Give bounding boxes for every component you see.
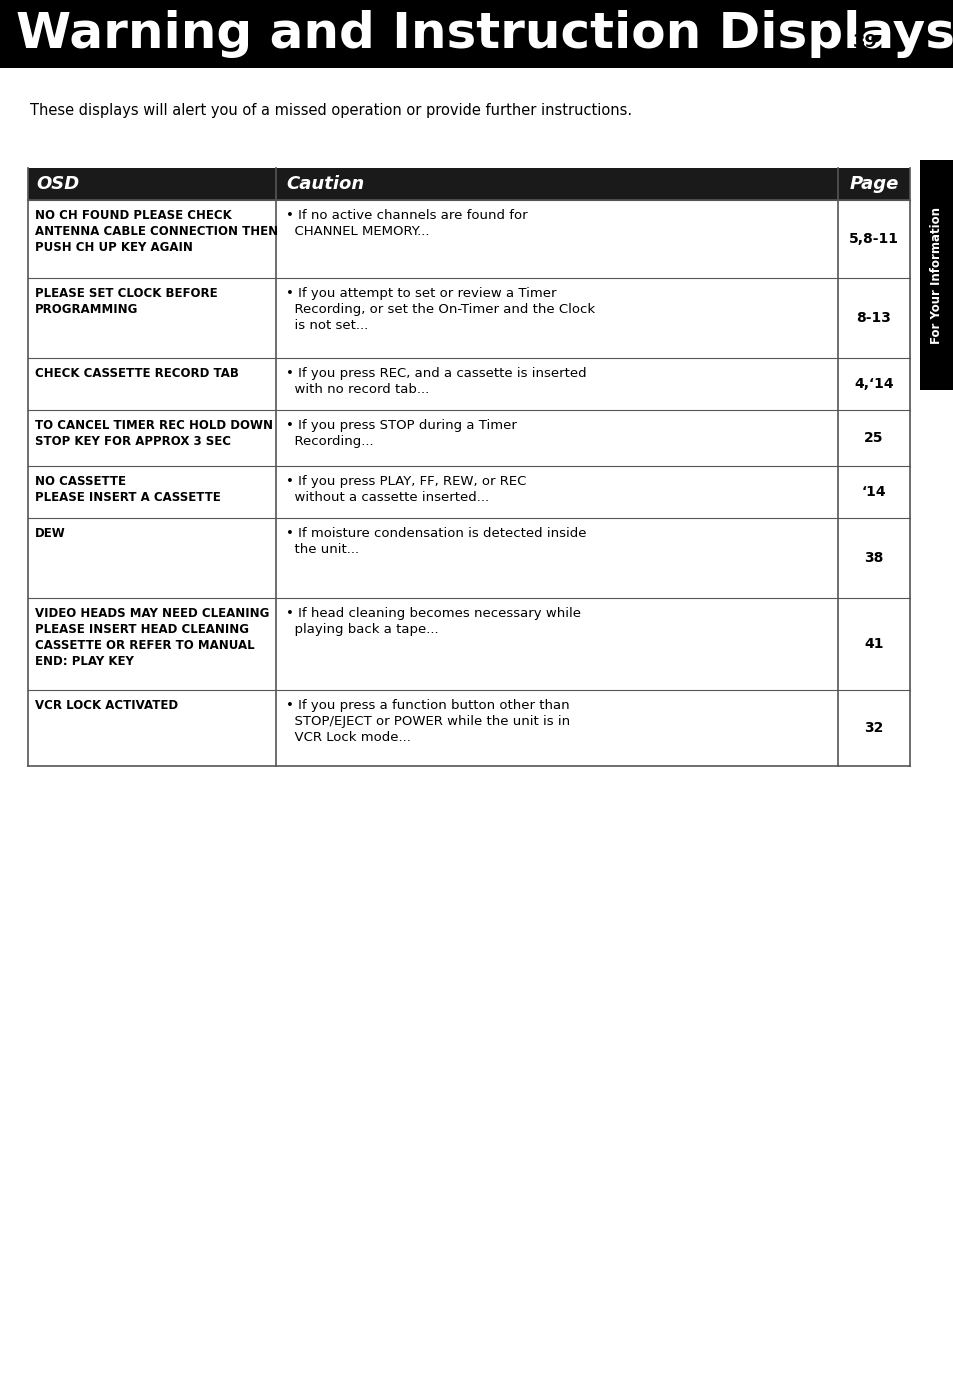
Text: • If no active channels are found for
  CHANNEL MEMORY...: • If no active channels are found for CH…: [286, 209, 527, 238]
Bar: [0, 0, 953, 68]
Text: 25: 25: [863, 431, 882, 445]
Text: • If you attempt to set or review a Timer
  Recording, or set the On-Timer and t: • If you attempt to set or review a Time…: [286, 288, 595, 332]
Text: 39: 39: [852, 33, 877, 51]
Text: For Your Information: For Your Information: [929, 206, 943, 343]
Text: DEW: DEW: [35, 527, 66, 539]
Text: • If you press PLAY, FF, REW, or REC
  without a cassette inserted...: • If you press PLAY, FF, REW, or REC wit…: [286, 474, 526, 503]
Text: Caution: Caution: [286, 176, 364, 194]
Text: ‘14: ‘14: [861, 485, 885, 499]
Text: These displays will alert you of a missed operation or provide further instructi: These displays will alert you of a misse…: [30, 102, 632, 118]
Text: • If you press STOP during a Timer
  Recording...: • If you press STOP during a Timer Recor…: [286, 419, 517, 448]
Bar: [28, 409, 909, 466]
Text: • If moisture condensation is detected inside
  the unit...: • If moisture condensation is detected i…: [286, 527, 586, 556]
Text: 8-13: 8-13: [856, 311, 890, 325]
Text: Warning and Instruction Displays: Warning and Instruction Displays: [16, 10, 953, 58]
Text: • If head cleaning becomes necessary while
  playing back a tape...: • If head cleaning becomes necessary whi…: [286, 607, 580, 636]
Text: CHECK CASSETTE RECORD TAB: CHECK CASSETTE RECORD TAB: [35, 366, 238, 380]
Text: VCR LOCK ACTIVATED: VCR LOCK ACTIVATED: [35, 698, 178, 712]
Bar: [28, 690, 909, 766]
Text: NO CASSETTE
PLEASE INSERT A CASSETTE: NO CASSETTE PLEASE INSERT A CASSETTE: [35, 474, 220, 503]
Bar: [28, 201, 909, 278]
Text: 41: 41: [863, 638, 882, 651]
Text: 32: 32: [863, 721, 882, 734]
Text: VIDEO HEADS MAY NEED CLEANING
PLEASE INSERT HEAD CLEANING
CASSETTE OR REFER TO M: VIDEO HEADS MAY NEED CLEANING PLEASE INS…: [35, 607, 269, 668]
Bar: [28, 597, 909, 690]
Bar: [28, 278, 909, 358]
Text: • If you press a function button other than
  STOP/EJECT or POWER while the unit: • If you press a function button other t…: [286, 698, 570, 744]
Bar: [919, 160, 953, 390]
Text: • If you press REC, and a cassette is inserted
  with no record tab...: • If you press REC, and a cassette is in…: [286, 366, 586, 396]
Text: 5,8-11: 5,8-11: [848, 232, 898, 246]
Bar: [28, 519, 909, 597]
Text: Page: Page: [848, 176, 898, 194]
Text: 4,‘14: 4,‘14: [853, 378, 893, 391]
Bar: [28, 358, 909, 409]
Text: TO CANCEL TIMER REC HOLD DOWN
STOP KEY FOR APPROX 3 SEC: TO CANCEL TIMER REC HOLD DOWN STOP KEY F…: [35, 419, 273, 448]
Bar: [28, 167, 909, 201]
Text: PLEASE SET CLOCK BEFORE
PROGRAMMING: PLEASE SET CLOCK BEFORE PROGRAMMING: [35, 288, 217, 315]
Text: NO CH FOUND PLEASE CHECK
ANTENNA CABLE CONNECTION THEN
PUSH CH UP KEY AGAIN: NO CH FOUND PLEASE CHECK ANTENNA CABLE C…: [35, 209, 278, 254]
Text: OSD: OSD: [36, 176, 79, 194]
Bar: [28, 466, 909, 519]
Text: 38: 38: [863, 550, 882, 566]
